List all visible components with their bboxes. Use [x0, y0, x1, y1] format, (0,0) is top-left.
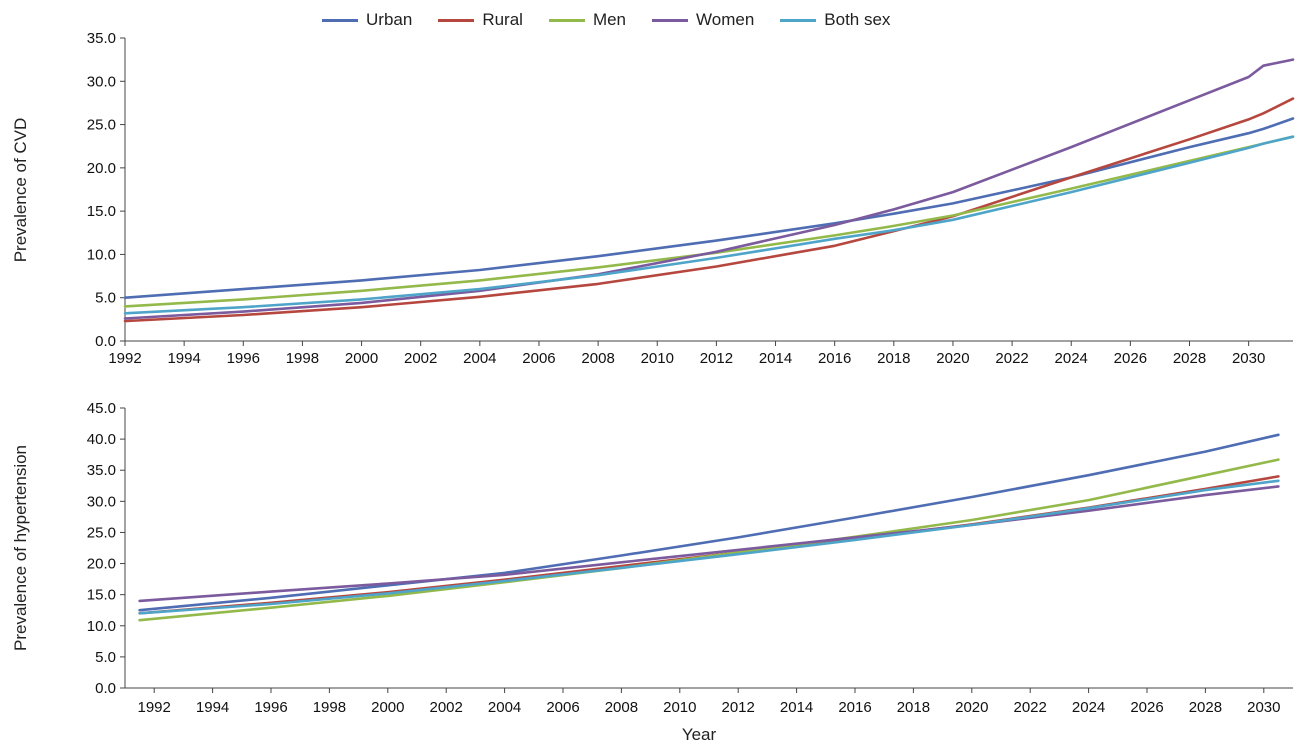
- legend-label: Women: [696, 10, 755, 29]
- x-tick-label: 2002: [430, 699, 463, 716]
- y-tick-label: 15.0: [87, 203, 116, 220]
- x-tick-label: 2014: [759, 350, 792, 367]
- x-tick-label: 2026: [1114, 350, 1147, 367]
- y-tick-label: 5.0: [95, 290, 116, 307]
- x-tick-label: 2010: [641, 350, 674, 367]
- x-tick-label: 2020: [955, 699, 988, 716]
- x-tick-label: 2028: [1189, 699, 1222, 716]
- x-tick-label: 2014: [780, 699, 813, 716]
- x-tick-label: 2030: [1247, 699, 1280, 716]
- legend-label: Urban: [366, 10, 413, 29]
- x-tick-label: 1998: [313, 699, 346, 716]
- x-tick-label: 2016: [838, 699, 871, 716]
- y-tick-label: 30.0: [87, 493, 116, 510]
- series-line-urban: [138, 433, 1280, 612]
- y-tick-label: 30.0: [87, 73, 116, 90]
- y-tick-label: 35.0: [87, 30, 116, 47]
- legend-swatch: [652, 18, 689, 22]
- legend-item-women: Women: [652, 10, 754, 30]
- series-line-rural: [123, 97, 1295, 323]
- x-tick-label: 2006: [522, 350, 555, 367]
- y-tick-label: 35.0: [87, 462, 116, 479]
- x-tick-label: 2022: [1014, 699, 1047, 716]
- x-tick-label: 2004: [488, 699, 521, 716]
- x-axis-title: Year: [682, 725, 717, 744]
- y-tick-label: 0.0: [95, 333, 116, 350]
- legend-label: Both sex: [824, 10, 891, 29]
- x-tick-label: 2028: [1173, 350, 1206, 367]
- series-line-women: [138, 485, 1280, 603]
- x-tick-label: 2030: [1232, 350, 1265, 367]
- x-tick-label: 2000: [345, 350, 378, 367]
- x-tick-label: 2018: [877, 350, 910, 367]
- x-tick-label: 2002: [404, 350, 437, 367]
- y-tick-label: 40.0: [87, 431, 116, 448]
- x-tick-label: 1998: [286, 350, 319, 367]
- x-tick-label: 2022: [995, 350, 1028, 367]
- y-tick-label: 25.0: [87, 524, 116, 541]
- x-tick-label: 2012: [722, 699, 755, 716]
- legend-label: Men: [592, 10, 627, 29]
- x-tick-label: 2008: [605, 699, 638, 716]
- x-tick-label: 1996: [227, 350, 260, 367]
- x-tick-label: 2020: [936, 350, 969, 367]
- legend-item-men: Men: [548, 10, 627, 30]
- x-tick-label: 2004: [463, 350, 496, 367]
- legend-swatch: [548, 18, 585, 22]
- legend-swatch: [438, 18, 475, 22]
- y-tick-label: 20.0: [87, 556, 116, 573]
- legend-item-both-sex: Both sex: [780, 10, 890, 30]
- y-tick-label: 0.0: [95, 680, 116, 697]
- x-tick-label: 2024: [1055, 350, 1088, 367]
- x-tick-label: 1992: [108, 350, 141, 367]
- x-tick-label: 2018: [897, 699, 930, 716]
- legend-label: Rural: [482, 10, 523, 29]
- x-tick-label: 2010: [663, 699, 696, 716]
- x-tick-label: 1994: [167, 350, 200, 367]
- legend-swatch: [322, 18, 358, 22]
- y-axis-title: Prevalence of CVD: [11, 118, 30, 263]
- y-tick-label: 15.0: [87, 587, 116, 604]
- series-line-both-sex: [138, 479, 1280, 615]
- x-tick-label: 2024: [1072, 699, 1105, 716]
- y-tick-label: 10.0: [87, 246, 116, 263]
- x-tick-label: 1996: [254, 699, 287, 716]
- x-tick-label: 2026: [1130, 699, 1163, 716]
- y-tick-label: 5.0: [95, 649, 116, 666]
- y-tick-label: 10.0: [87, 618, 116, 635]
- x-tick-label: 1992: [138, 699, 171, 716]
- x-tick-label: 2016: [818, 350, 851, 367]
- x-tick-label: 2012: [700, 350, 733, 367]
- x-tick-label: 2008: [581, 350, 614, 367]
- legend-item-urban: Urban: [322, 10, 412, 30]
- series-line-urban: [123, 117, 1295, 300]
- legend-item-rural: Rural: [438, 10, 523, 30]
- x-tick-label: 2006: [546, 699, 579, 716]
- series-line-women: [123, 58, 1295, 320]
- x-tick-label: 2000: [371, 699, 404, 716]
- y-tick-label: 20.0: [87, 160, 116, 177]
- legend: Urban Rural Men Women Both sex: [322, 6, 916, 34]
- series-line-both-sex: [123, 135, 1295, 315]
- y-tick-label: 25.0: [87, 117, 116, 134]
- y-axis-title: Prevalence of hypertension: [11, 445, 30, 651]
- x-tick-label: 1994: [196, 699, 229, 716]
- y-tick-label: 45.0: [87, 400, 116, 417]
- series-line-men: [138, 458, 1280, 622]
- legend-swatch: [780, 18, 817, 22]
